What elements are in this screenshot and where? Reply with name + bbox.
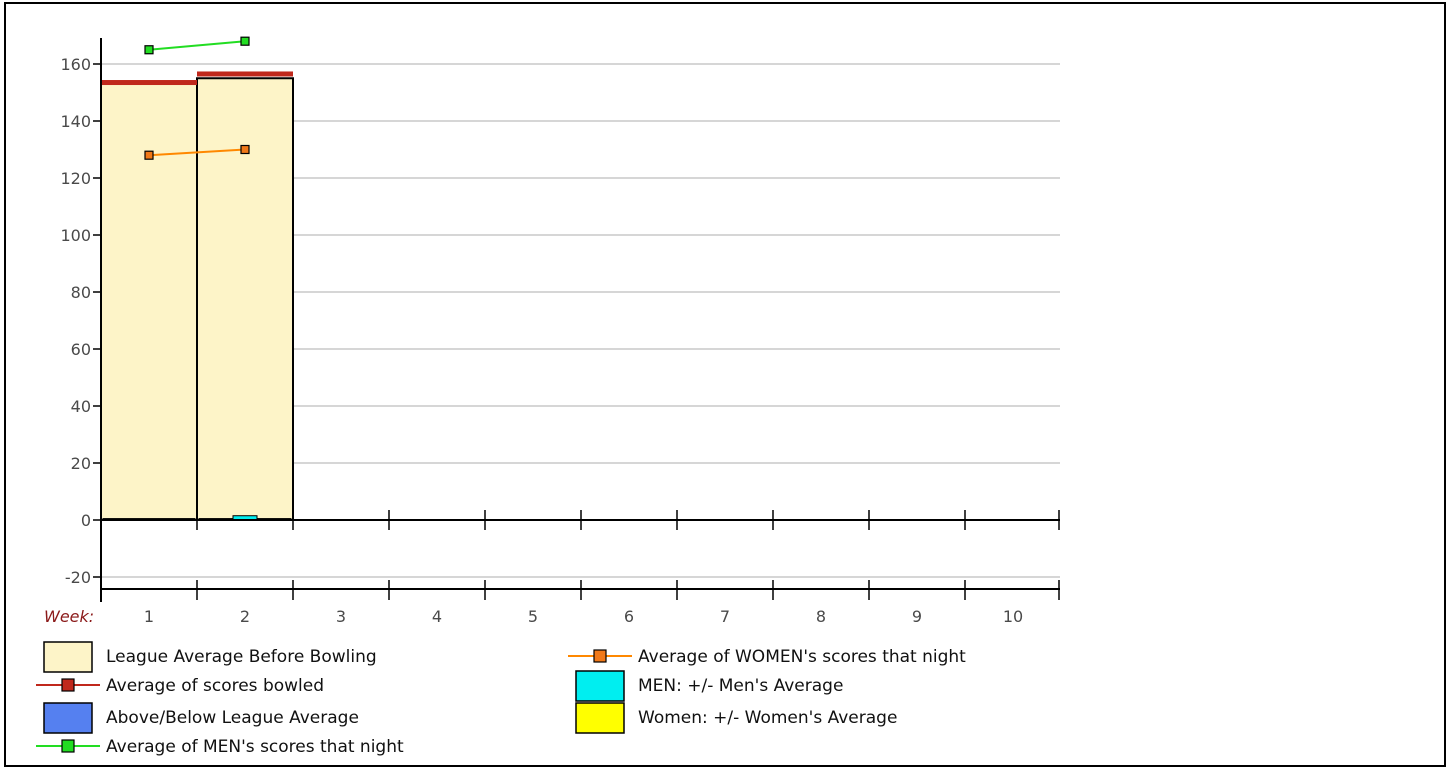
legend-marker <box>61 678 75 692</box>
league-average-bar <box>100 82 198 521</box>
scores-bowled-mark <box>101 80 197 86</box>
men-average-line <box>148 40 246 51</box>
legend-swatch <box>43 641 93 673</box>
y-tick-label: 80 <box>71 283 91 302</box>
legend-label-left-0: League Average Before Bowling <box>106 647 377 667</box>
women-average-point <box>240 144 250 155</box>
legend-label-right-1: MEN: +/- Men's Average <box>638 676 843 696</box>
x-tick-label: 10 <box>1003 607 1023 626</box>
league-average-bar <box>196 77 294 521</box>
legend-marker <box>593 649 607 663</box>
legend-label-right-0: Average of WOMEN's scores that night <box>638 647 966 667</box>
x-tick-label: 7 <box>720 607 730 626</box>
y-tick-label: 60 <box>71 340 91 359</box>
x-tick-label: 3 <box>336 607 346 626</box>
men-average-point <box>144 45 154 55</box>
y-tick-label: -20 <box>65 568 91 587</box>
x-tick-label: 9 <box>912 607 922 626</box>
legend-marker <box>61 739 75 753</box>
legend-label-right-2: Women: +/- Women's Average <box>638 708 897 728</box>
women-average-line <box>148 148 246 157</box>
legend-label-left-1: Average of scores bowled <box>106 676 324 696</box>
x-tick-label: 4 <box>432 607 442 626</box>
women-average-point <box>144 150 154 160</box>
legend-label-left-2: Above/Below League Average <box>106 708 359 728</box>
x-axis-label: Week: <box>44 607 94 626</box>
y-tick-label: 0 <box>81 511 91 530</box>
legend-label-left-3: Average of MEN's scores that night <box>106 737 404 757</box>
men-average-point <box>240 36 250 46</box>
y-tick-label: 40 <box>71 397 91 416</box>
y-tick-label: 120 <box>60 169 91 188</box>
y-tick-label: 20 <box>71 454 91 473</box>
y-tick-label: 100 <box>60 226 91 245</box>
legend-swatch <box>575 670 625 702</box>
chart-frame <box>4 2 1446 767</box>
legend-swatch <box>43 702 93 734</box>
x-tick-label: 1 <box>144 607 154 626</box>
x-tick-label: 5 <box>528 607 538 626</box>
x-tick-label: 8 <box>816 607 826 626</box>
y-tick-label: 160 <box>60 55 91 74</box>
legend-swatch <box>575 702 625 734</box>
x-tick-label: 6 <box>624 607 634 626</box>
x-tick-label: 2 <box>240 607 250 626</box>
scores-bowled-mark <box>197 71 293 77</box>
y-tick-label: 140 <box>60 112 91 131</box>
